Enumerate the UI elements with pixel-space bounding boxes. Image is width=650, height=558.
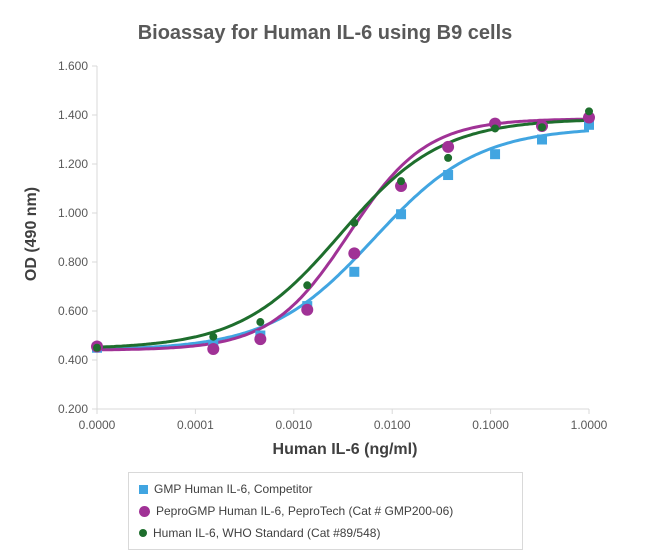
data-point-circle bbox=[301, 303, 314, 316]
data-point-circle bbox=[442, 140, 455, 153]
trendline-2 bbox=[97, 117, 590, 352]
x-axis-label: Human IL-6 (ng/ml) bbox=[272, 441, 418, 458]
data-point-circle bbox=[350, 218, 359, 227]
data-point-circle bbox=[583, 111, 595, 124]
y-tick-label: 1.400 bbox=[58, 108, 88, 122]
data-point-circle bbox=[585, 107, 593, 116]
y-tick-label: 1.000 bbox=[58, 206, 88, 220]
data-point-circle bbox=[256, 318, 265, 327]
data-point-circle bbox=[538, 123, 547, 132]
legend-label: PeproGMP Human IL-6, PeproTech (Cat # GM… bbox=[156, 504, 454, 518]
legend-label: GMP Human IL-6, Competitor bbox=[154, 482, 313, 496]
data-point-square bbox=[584, 119, 594, 130]
trendline-3 bbox=[96, 118, 590, 349]
x-tick-label: 0.0000 bbox=[79, 418, 116, 432]
data-point-circle bbox=[209, 332, 218, 341]
data-point-circle bbox=[303, 281, 312, 290]
data-point-circle bbox=[348, 247, 361, 260]
y-tick-label: 1.600 bbox=[58, 59, 88, 73]
data-point-circle bbox=[444, 153, 453, 162]
y-tick-label: 0.600 bbox=[58, 304, 88, 318]
legend: GMP Human IL-6, Competitor PeproGMP Human… bbox=[128, 472, 523, 550]
x-tick-label: 0.0010 bbox=[275, 418, 312, 432]
data-point-circle bbox=[207, 342, 220, 355]
legend-label: Human IL-6, WHO Standard (Cat #89/548) bbox=[153, 526, 381, 540]
y-tick-label: 1.200 bbox=[58, 157, 88, 171]
data-point-circle bbox=[254, 333, 267, 346]
legend-marker bbox=[139, 529, 147, 537]
x-tick-label: 0.1000 bbox=[472, 418, 509, 432]
chart-title: Bioassay for Human IL-6 using B9 cells bbox=[137, 22, 513, 44]
data-point-circle bbox=[491, 124, 500, 133]
x-tick-label: 0.0001 bbox=[177, 418, 214, 432]
trendline-1 bbox=[97, 129, 590, 351]
legend-marker bbox=[139, 484, 148, 494]
data-point-circle bbox=[93, 343, 101, 352]
legend-marker bbox=[139, 505, 150, 517]
legend-item: Human IL-6, WHO Standard (Cat #89/548) bbox=[129, 522, 522, 544]
x-tick-label: 1.0000 bbox=[571, 418, 608, 432]
legend-item: PeproGMP Human IL-6, PeproTech (Cat # GM… bbox=[129, 500, 522, 522]
data-point-square bbox=[349, 266, 360, 277]
data-point-circle bbox=[397, 177, 406, 186]
legend-item: GMP Human IL-6, Competitor bbox=[129, 478, 522, 500]
y-tick-label: 0.800 bbox=[58, 255, 88, 269]
data-point-square bbox=[537, 134, 548, 145]
y-tick-label: 0.200 bbox=[58, 402, 88, 416]
y-tick-label: 0.400 bbox=[58, 353, 88, 367]
x-tick-label: 0.0100 bbox=[374, 418, 411, 432]
data-point-square bbox=[490, 149, 501, 160]
plot-area: 0.200 0.400 0.600 0.800 1.000 1.200 1.400 1.600… bbox=[58, 59, 608, 432]
data-point-square bbox=[396, 209, 407, 220]
data-point-square bbox=[443, 170, 454, 181]
